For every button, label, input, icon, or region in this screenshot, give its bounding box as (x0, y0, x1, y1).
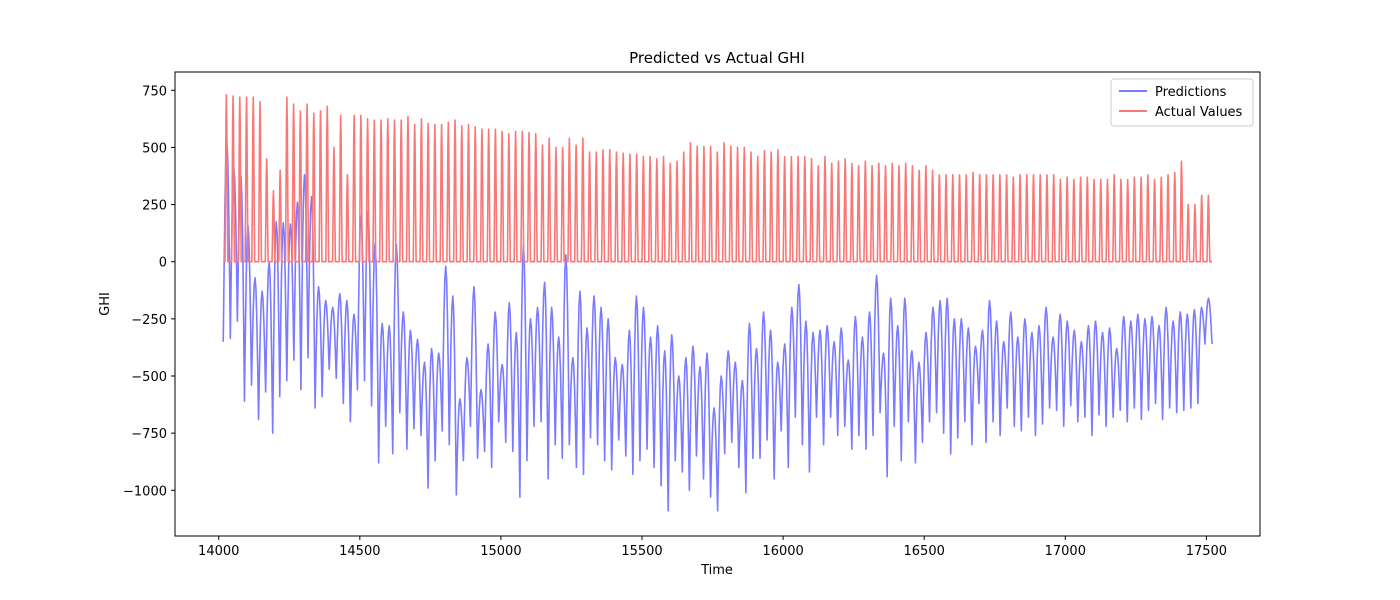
y-tick-label: 250 (142, 199, 167, 214)
series-layer (222, 94, 1213, 512)
x-tick-label: 14500 (339, 544, 380, 559)
y-axis-label: GHI (98, 292, 113, 316)
axes-frame (174, 71, 1261, 537)
y-tick-label: 500 (142, 141, 167, 156)
y-tick-label: −250 (131, 313, 167, 328)
x-axis-ticks: 14000 14500 15000 15500 16000 16500 17000 17500 (198, 536, 1227, 559)
x-tick-label: 15000 (480, 544, 521, 559)
x-tick-label: 15500 (621, 544, 662, 559)
x-tick-label: 17500 (1186, 544, 1227, 559)
y-tick-label: −750 (131, 427, 167, 442)
actual-values-line (223, 94, 1213, 263)
x-tick-label: 17000 (1045, 544, 1086, 559)
legend-label-predictions: Predictions (1155, 85, 1227, 100)
predictions-line (222, 139, 1213, 512)
y-tick-label: 0 (159, 256, 167, 271)
x-axis-label: Time (700, 563, 733, 578)
x-tick-label: 16500 (904, 544, 945, 559)
y-axis-ticks: −1000 −750 −500 −250 0 250 500 750 (123, 84, 175, 499)
y-tick-label: −1000 (123, 484, 167, 499)
legend-label-actual: Actual Values (1155, 105, 1243, 120)
y-tick-label: 750 (142, 84, 167, 99)
chart-title: Predicted vs Actual GHI (629, 49, 805, 67)
plot-area (174, 71, 1261, 537)
y-tick-label: −500 (131, 370, 167, 385)
x-tick-label: 14000 (198, 544, 239, 559)
legend: Predictions Actual Values (1110, 78, 1254, 127)
x-tick-label: 16000 (762, 544, 803, 559)
